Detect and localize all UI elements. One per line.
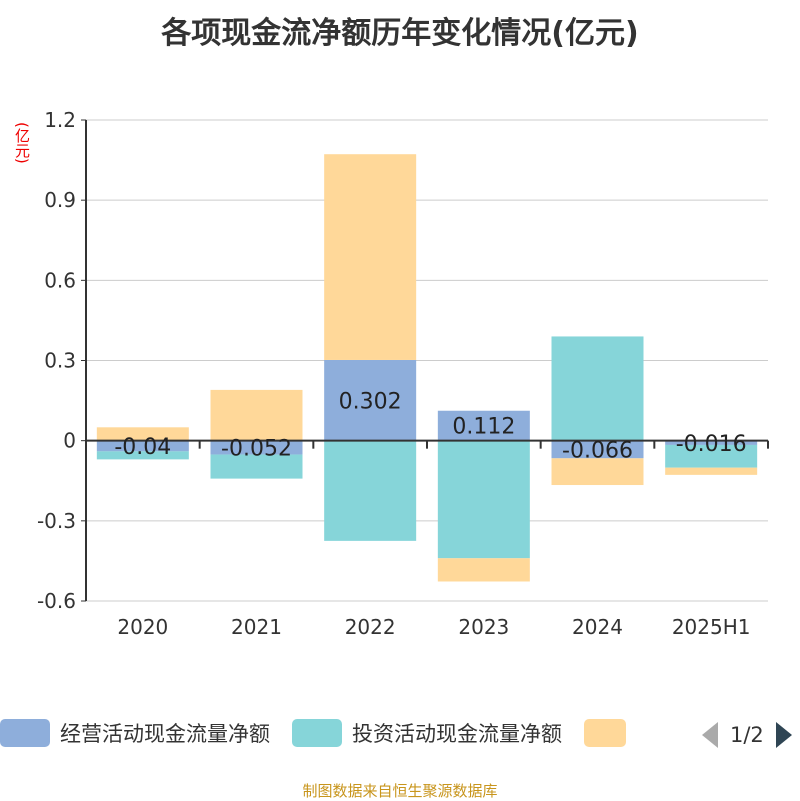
bar-2022-s2	[324, 154, 417, 360]
bar-2021-s0	[210, 440, 303, 455]
bar-2025H1-s0	[665, 440, 758, 445]
data-label: -0.016	[676, 432, 747, 457]
x-tick-label: 2025H1	[672, 615, 751, 639]
y-tick-label: 0	[63, 429, 76, 453]
source-note: 制图数据来自恒生聚源数据库	[302, 782, 498, 800]
legend-item-investing[interactable]: 投资活动现金流量净额	[292, 718, 562, 748]
bar-2022-s1	[324, 440, 417, 541]
legend-swatch	[292, 719, 342, 747]
bar-2023-s1	[437, 440, 530, 559]
y-tick-label: 0.9	[44, 188, 76, 212]
data-label: -0.052	[221, 437, 292, 462]
next-page-icon[interactable]	[774, 720, 794, 750]
bar-2020-s2	[96, 427, 189, 441]
data-label: -0.04	[114, 435, 171, 460]
legend-pager: 1/2	[700, 720, 794, 750]
legend-swatch	[0, 719, 50, 747]
x-tick-label: 2024	[572, 615, 623, 639]
data-label: 0.112	[452, 415, 515, 440]
y-tick-label: -0.3	[37, 509, 76, 533]
legend-item-operating[interactable]: 经营活动现金流量净额	[0, 718, 270, 748]
x-tick-label: 2020	[117, 615, 168, 639]
bar-2024-s1	[551, 336, 644, 441]
bar-2023-s0	[437, 410, 530, 441]
chart-title: 各项现金流净额历年变化情况(亿元)	[161, 16, 639, 51]
legend-label: 投资活动现金流量净额	[352, 722, 562, 746]
y-axis-unit: (亿元)	[13, 122, 31, 164]
legend-page-indicator: 1/2	[730, 723, 764, 747]
legend-item-financing[interactable]	[584, 719, 636, 747]
y-tick-label: -0.6	[37, 589, 76, 613]
bar-2020-s0	[96, 440, 189, 452]
bar-2025H1-s2	[665, 467, 758, 475]
data-label: -0.066	[562, 438, 633, 463]
prev-page-icon[interactable]	[700, 720, 720, 750]
y-tick-label: 0.6	[44, 268, 76, 292]
y-tick-label: 1.2	[44, 108, 76, 132]
bar-2021-s2	[210, 389, 303, 441]
bar-2022-s0	[324, 359, 417, 441]
bar-2024-s0	[551, 440, 644, 459]
x-tick-label: 2023	[458, 615, 509, 639]
y-tick-label: 0.3	[44, 349, 76, 373]
bar-2023-s2	[437, 558, 530, 582]
chart-plot: -0.6 -0.3 0 0.3 0.6 0.9 1.2 2020 -0.04 2021 -0.052…	[37, 108, 769, 639]
bar-2024-s2	[551, 458, 644, 486]
legend: 经营活动现金流量净额 投资活动现金流量净额	[0, 718, 658, 748]
data-label: 0.302	[339, 389, 402, 414]
bar-2020-s1	[96, 451, 189, 460]
x-tick-label: 2021	[231, 615, 282, 639]
legend-label: 经营活动现金流量净额	[60, 722, 270, 746]
bar-2025H1-s1	[665, 444, 758, 468]
x-tick-label: 2022	[345, 615, 396, 639]
bar-2021-s1	[210, 454, 303, 479]
legend-swatch	[584, 719, 626, 747]
